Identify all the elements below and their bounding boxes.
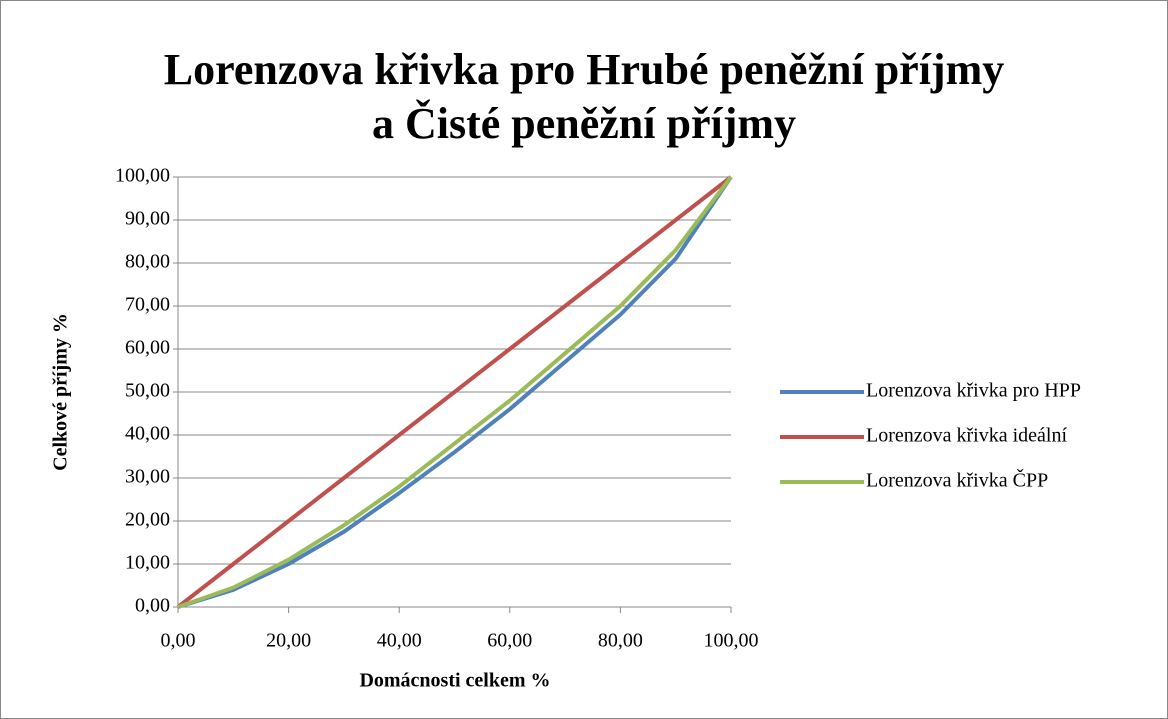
x-axis-title: Domácnosti celkem % xyxy=(359,670,550,692)
y-tick-label: 0,00 xyxy=(135,595,170,617)
line-series xyxy=(177,175,733,609)
y-tick-label: 60,00 xyxy=(125,337,170,359)
x-tick-label: 20,00 xyxy=(266,630,311,652)
chart-title: Lorenzova křivka pro Hrubé peněžní příjm… xyxy=(164,45,1005,94)
legend-label: Lorenzova křivka ideální xyxy=(866,425,1067,447)
legend-label: Lorenzova křivka ČPP xyxy=(866,468,1048,492)
x-tick-label: 80,00 xyxy=(598,630,643,652)
chart-title: a Čisté peněžní příjmy xyxy=(372,99,796,148)
y-tick-label: 50,00 xyxy=(125,380,170,402)
y-tick-label: 20,00 xyxy=(125,509,170,531)
line-series xyxy=(176,175,733,609)
y-tick-label: 30,00 xyxy=(125,466,170,488)
y-tick-label: 100,00 xyxy=(115,165,170,187)
line-series xyxy=(177,175,733,609)
x-tick-label: 40,00 xyxy=(377,630,422,652)
y-axis-title: Celkové příjmy % xyxy=(50,313,72,471)
x-tick-label: 0,00 xyxy=(161,630,196,652)
x-tick-label: 60,00 xyxy=(487,630,532,652)
legend-label: Lorenzova křivka pro HPP xyxy=(866,380,1081,402)
y-tick-label: 70,00 xyxy=(125,294,170,316)
x-tick-label: 100,00 xyxy=(704,630,759,652)
y-tick-label: 10,00 xyxy=(125,552,170,574)
y-tick-label: 40,00 xyxy=(125,423,170,445)
y-tick-label: 90,00 xyxy=(125,208,170,230)
y-tick-label: 80,00 xyxy=(125,251,170,273)
